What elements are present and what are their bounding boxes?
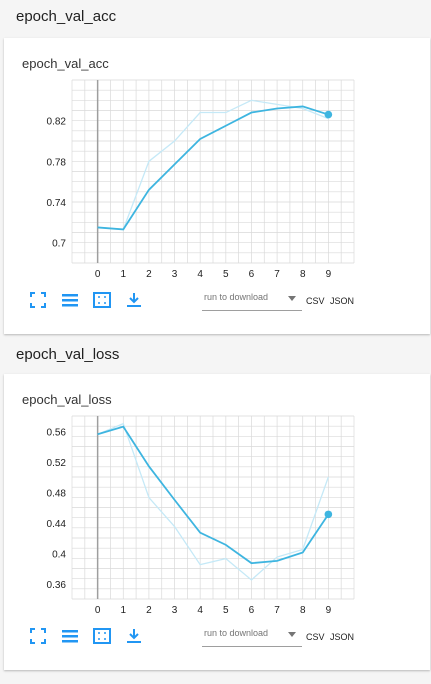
run-to-download-select[interactable]: run to download xyxy=(202,290,302,311)
y-tick-label: 0.56 xyxy=(47,427,67,438)
section-header-label: epoch_val_loss xyxy=(16,346,120,363)
fullscreen-icon[interactable] xyxy=(28,290,48,310)
y-tick-label: 0.52 xyxy=(47,458,67,469)
series-line-smoothed xyxy=(97,425,330,565)
run-to-download-select[interactable]: run to download xyxy=(202,626,302,647)
y-tick-label: 0.78 xyxy=(47,157,67,168)
run-select-label: run to download xyxy=(204,628,269,638)
chevron-down-icon xyxy=(288,632,296,637)
series-line-raw xyxy=(97,99,329,231)
fit-domain-icon[interactable] xyxy=(92,290,112,310)
last-point-marker xyxy=(324,510,333,519)
x-tick-label: 3 xyxy=(172,605,178,616)
chart-card-epoch-val-acc: epoch_val_acc 0 1 2 3 4 5 6 7 8 9 0.7 0.74 0.78 0.82 … xyxy=(4,38,430,334)
chevron-down-icon xyxy=(288,296,296,301)
chart-card-epoch-val-loss: epoch_val_loss 0 1 2 3 4 5 6 7 8 9 0.36 0.4 0.44 0.48… xyxy=(4,374,430,670)
x-tick-label: 2 xyxy=(146,269,152,280)
chart-toolbar: run to download CSV JSON xyxy=(28,290,408,312)
x-tick-label: 1 xyxy=(120,605,126,616)
section-header-epoch-val-loss[interactable]: epoch_val_loss xyxy=(0,338,431,372)
json-download-link[interactable]: JSON xyxy=(330,296,355,306)
y-tick-label: 0.36 xyxy=(47,580,67,591)
csv-download-link[interactable]: CSV xyxy=(306,632,325,642)
x-tick-label: 4 xyxy=(197,605,203,616)
series-line-raw xyxy=(97,422,329,581)
x-tick-label: 3 xyxy=(172,269,178,280)
section-header-label: epoch_val_acc xyxy=(16,8,117,25)
line-chart-epoch-val-acc[interactable]: 0 1 2 3 4 5 6 7 8 9 0.7 0.74 0.78 0.82 xyxy=(4,38,430,288)
card-title: epoch_val_loss xyxy=(22,392,112,407)
card-title: epoch_val_acc xyxy=(22,56,109,71)
x-tick-label: 6 xyxy=(249,605,255,616)
y-tick-label: 0.74 xyxy=(47,198,67,209)
run-select-label: run to download xyxy=(204,292,269,302)
csv-download-link[interactable]: CSV xyxy=(306,296,325,306)
fit-domain-icon[interactable] xyxy=(92,626,112,646)
y-tick-label: 0.4 xyxy=(52,549,66,560)
x-tick-label: 2 xyxy=(146,605,152,616)
fullscreen-icon[interactable] xyxy=(28,626,48,646)
x-tick-label: 6 xyxy=(249,269,255,280)
x-tick-label: 9 xyxy=(326,269,332,280)
x-tick-label: 9 xyxy=(326,605,332,616)
x-tick-label: 8 xyxy=(300,269,306,280)
json-download-link[interactable]: JSON xyxy=(330,632,355,642)
chart-toolbar: run to download CSV JSON xyxy=(28,626,408,648)
x-tick-label: 0 xyxy=(95,605,101,616)
line-chart-epoch-val-loss[interactable]: 0 1 2 3 4 5 6 7 8 9 0.36 0.4 0.44 0.48 0.52 0.56 xyxy=(4,374,430,624)
x-tick-label: 7 xyxy=(274,269,280,280)
list-icon[interactable] xyxy=(60,290,80,310)
series-line-smoothed xyxy=(97,105,329,231)
download-icon[interactable] xyxy=(124,626,144,646)
y-tick-label: 0.82 xyxy=(47,117,67,128)
y-tick-label: 0.48 xyxy=(47,488,67,499)
x-tick-label: 7 xyxy=(274,605,280,616)
list-icon[interactable] xyxy=(60,626,80,646)
x-tick-label: 4 xyxy=(197,269,203,280)
x-tick-label: 0 xyxy=(95,269,101,280)
x-tick-label: 8 xyxy=(300,605,306,616)
download-icon[interactable] xyxy=(124,290,144,310)
last-point-marker xyxy=(324,110,333,119)
y-tick-label: 0.44 xyxy=(47,519,67,530)
section-header-epoch-val-acc[interactable]: epoch_val_acc xyxy=(0,0,431,34)
x-tick-label: 1 xyxy=(120,269,126,280)
x-tick-label: 5 xyxy=(223,269,229,280)
grid xyxy=(71,79,355,264)
y-tick-label: 0.7 xyxy=(52,239,66,250)
x-tick-label: 5 xyxy=(223,605,229,616)
grid xyxy=(71,415,355,600)
